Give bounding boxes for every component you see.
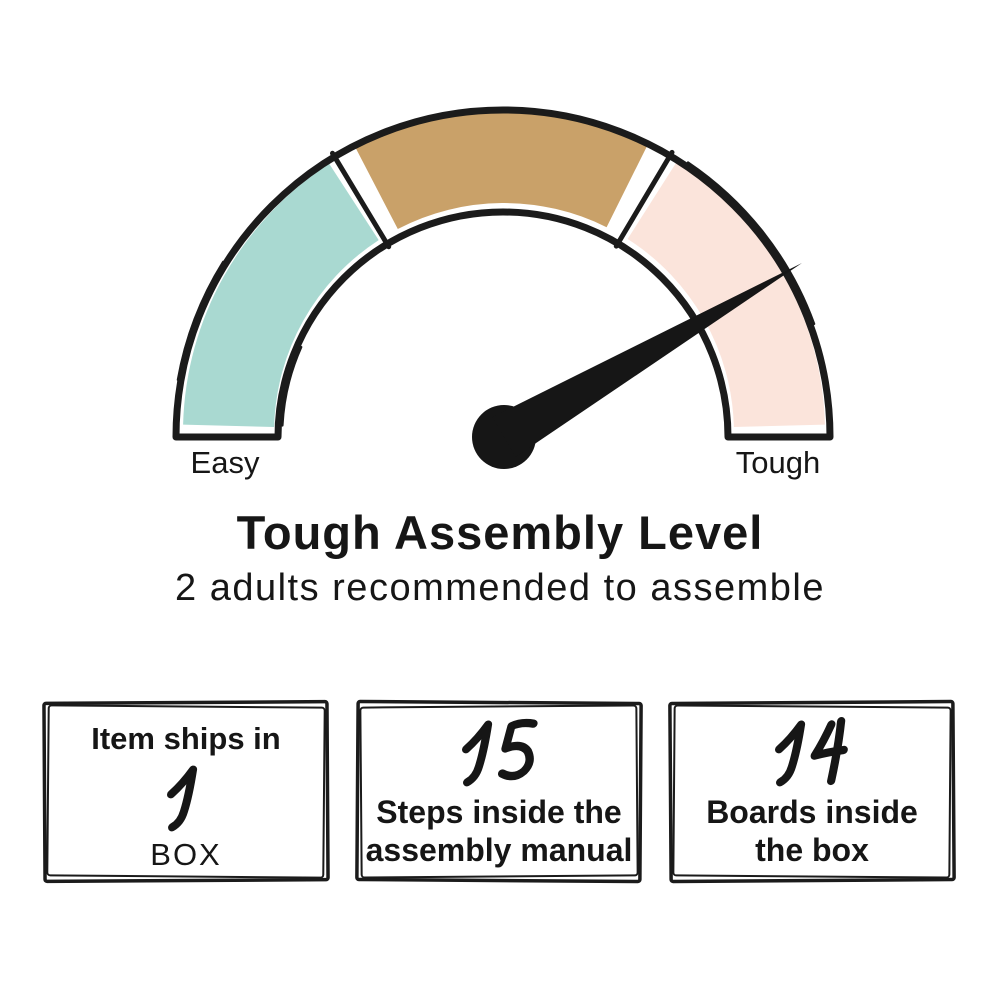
brush-digit-1 [462,720,493,787]
needle [492,263,802,457]
boards-label-line2: the box [755,832,869,868]
gauge-tough-label: Tough [735,445,821,480]
brush-digit-1 [167,765,198,832]
info-box-steps: Steps inside the assembly manual [354,699,644,884]
box-word-label: BOX [150,837,222,872]
gauge-segment-tough [627,162,825,428]
sketch-border [355,699,643,884]
brush-digit-4 [810,717,848,786]
sketch-border [42,699,330,884]
gauge-segment-easy [183,163,379,428]
box-count-numeral [166,758,206,838]
sketch-overdraw [176,260,225,381]
steps-label-line2: assembly manual [365,832,633,868]
assembly-level-title: Tough Assembly Level [236,506,764,559]
ship-box-label: Item ships in [91,721,281,756]
segment-divider [330,150,392,250]
gauge-easy-label: Easy [190,445,260,480]
gauge-outline [172,106,834,441]
boards-count-numeral [774,711,850,793]
brush-digit-1 [775,720,806,787]
gauge-segments [183,112,825,428]
sketch-border [668,699,956,884]
segment-divider [613,149,675,249]
gauge-segment-medium [355,112,648,229]
sketch-overdraw [281,345,303,427]
boards-label-line1: Boards inside [706,794,918,830]
sketch-overdraw [686,161,816,326]
info-box-boards: Boards inside the box [667,699,957,884]
steps-label-line1: Steps inside the [376,794,622,830]
assembly-recommendation-subtitle: 2 adults recommended to assemble [175,567,825,609]
info-box-shipping: Item ships in BOX [41,699,331,884]
steps-count-numeral [461,711,538,793]
brush-digit-5 [497,718,538,781]
